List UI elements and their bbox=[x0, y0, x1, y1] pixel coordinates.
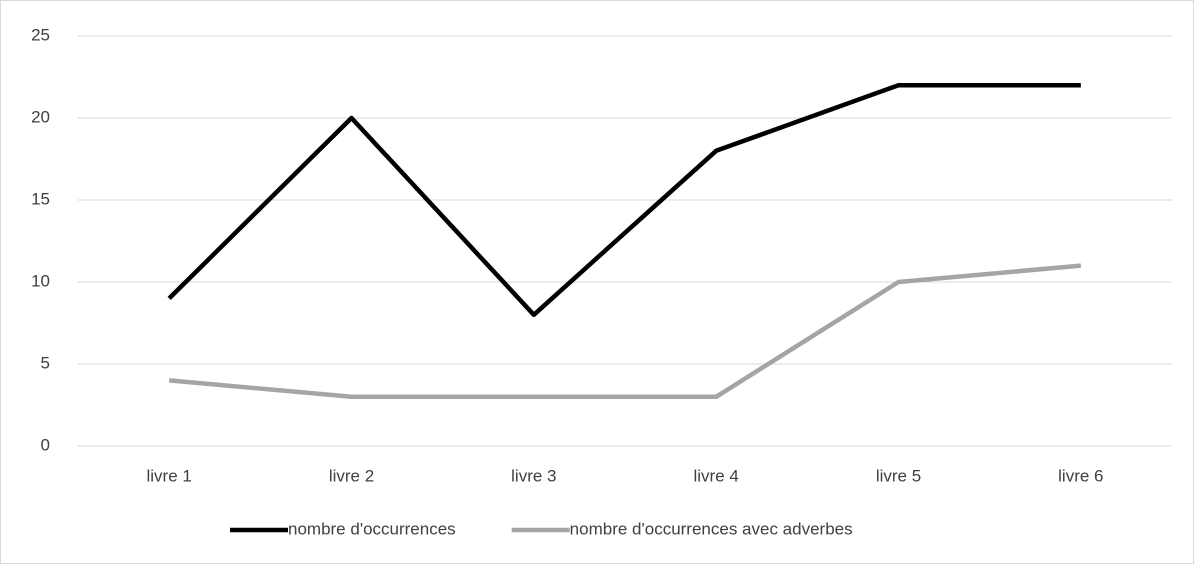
y-tick-label: 5 bbox=[41, 353, 50, 372]
y-tick-label: 10 bbox=[31, 271, 50, 290]
legend-label: nombre d'occurrences avec adverbes bbox=[570, 519, 853, 538]
y-tick-label: 25 bbox=[31, 25, 50, 44]
y-tick-label: 0 bbox=[41, 435, 50, 454]
line-series bbox=[168, 263, 1082, 400]
x-tick-label: livre 3 bbox=[511, 466, 556, 485]
x-tick-label: livre 2 bbox=[329, 466, 374, 485]
x-tick-label: livre 6 bbox=[1058, 466, 1103, 485]
x-tick-label: livre 4 bbox=[693, 466, 738, 485]
x-tick-label: livre 5 bbox=[876, 466, 921, 485]
y-tick-label: 20 bbox=[31, 107, 50, 126]
line-series bbox=[167, 82, 1081, 318]
legend-label: nombre d'occurrences bbox=[288, 519, 456, 538]
y-tick-label: 15 bbox=[31, 189, 50, 208]
x-tick-label: livre 1 bbox=[146, 466, 191, 485]
